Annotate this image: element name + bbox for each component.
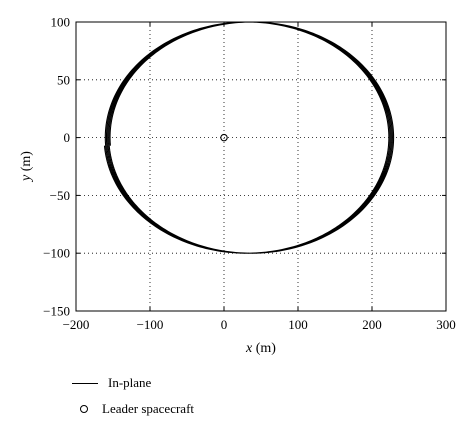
y-tick-label: 100 <box>51 15 71 30</box>
x-axis-title: x (m) <box>245 341 276 356</box>
x-tick-label: 200 <box>362 317 382 332</box>
axis-ticks: −200 −100 0 100 200 300 −150 −100 −50 0 50 100 <box>43 15 456 333</box>
series-line-in-plane <box>103 21 395 254</box>
legend: In-plane Leader spacecraft <box>72 370 194 422</box>
legend-entry-in-plane: In-plane <box>72 370 194 396</box>
plot-area <box>103 21 395 254</box>
y-axis-title: y (m) <box>19 151 34 183</box>
leader-spacecraft-marker <box>220 133 228 142</box>
x-tick-label: −100 <box>137 317 164 332</box>
legend-label-in-plane: In-plane <box>108 375 152 390</box>
y-tick-label: 0 <box>64 130 71 145</box>
x-tick-label: 0 <box>221 317 228 332</box>
legend-circle-marker <box>80 405 88 413</box>
x-tick-label: 300 <box>436 317 456 332</box>
y-tick-label: −150 <box>43 304 70 319</box>
legend-label-leader-spacecraft: Leader spacecraft <box>102 401 195 416</box>
y-tick-label: −50 <box>50 188 70 203</box>
legend-line-swatch <box>72 382 98 384</box>
y-tick-label: −100 <box>43 246 70 261</box>
y-tick-label: 50 <box>57 72 70 87</box>
x-tick-label: 100 <box>288 317 308 332</box>
legend-entry-leader-spacecraft: Leader spacecraft <box>72 396 194 422</box>
axes-frame <box>75 21 447 312</box>
grid-lines <box>76 22 446 311</box>
x-tick-label: −200 <box>63 317 90 332</box>
